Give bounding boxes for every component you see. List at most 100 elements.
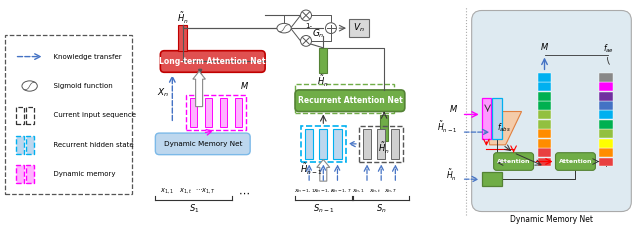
Bar — [220, 98, 227, 127]
Bar — [538, 110, 552, 119]
Text: $\tilde{H}_n$: $\tilde{H}_n$ — [177, 11, 188, 26]
Text: $S_n$: $S_n$ — [376, 202, 387, 215]
FancyBboxPatch shape — [556, 153, 595, 170]
Bar — [600, 73, 613, 82]
Bar — [26, 136, 34, 154]
Text: Current input sequence: Current input sequence — [49, 112, 136, 118]
Bar — [190, 98, 198, 127]
Text: $x_{n-1,t}$: $x_{n-1,t}$ — [312, 187, 333, 195]
Bar — [380, 115, 388, 141]
Bar — [15, 165, 24, 183]
Text: $S_1$: $S_1$ — [189, 202, 199, 215]
Text: Recurrent Attention Net: Recurrent Attention Net — [298, 96, 403, 105]
Bar — [4, 35, 132, 194]
FancyBboxPatch shape — [472, 11, 631, 211]
Text: 1-: 1- — [305, 23, 312, 29]
Bar — [538, 129, 552, 138]
FancyBboxPatch shape — [156, 133, 250, 155]
Text: $\cdots$: $\cdots$ — [238, 188, 250, 198]
Bar — [538, 139, 552, 148]
Text: $x_{n,T}$: $x_{n,T}$ — [384, 187, 397, 195]
Bar — [492, 98, 502, 139]
Bar — [600, 129, 613, 138]
Bar — [538, 101, 552, 110]
Circle shape — [326, 23, 337, 34]
Text: Dynamic memory: Dynamic memory — [49, 171, 115, 177]
Bar — [600, 110, 613, 119]
Text: M: M — [541, 43, 548, 52]
Text: $x_{1,t}$: $x_{1,t}$ — [179, 187, 192, 196]
Bar — [538, 82, 552, 91]
Bar — [538, 120, 552, 129]
Text: $X_n$: $X_n$ — [157, 87, 170, 99]
Text: $G_n$: $G_n$ — [312, 28, 324, 40]
Text: Sigmoid function: Sigmoid function — [49, 83, 113, 89]
Text: $f_{ae}$: $f_{ae}$ — [603, 43, 614, 55]
Text: $x_{n,1}$: $x_{n,1}$ — [352, 187, 365, 195]
Text: Attention: Attention — [559, 159, 592, 164]
Bar — [15, 107, 24, 124]
Text: $f_{abs}$: $f_{abs}$ — [497, 122, 511, 134]
Bar — [205, 98, 212, 127]
Bar — [301, 126, 346, 162]
Bar — [363, 129, 371, 159]
Text: M: M — [241, 83, 248, 92]
Polygon shape — [486, 112, 522, 145]
Bar — [600, 92, 613, 101]
Bar — [377, 129, 385, 159]
Bar — [600, 101, 613, 110]
Bar — [600, 82, 613, 91]
Bar — [600, 148, 613, 157]
Polygon shape — [317, 160, 330, 181]
Text: $x_{n-1,1}$: $x_{n-1,1}$ — [294, 187, 316, 195]
FancyBboxPatch shape — [295, 90, 405, 112]
Text: $\tilde{H}_{n-1}$: $\tilde{H}_{n-1}$ — [300, 162, 323, 177]
Bar — [319, 129, 328, 159]
Text: $\tilde{H}_n$: $\tilde{H}_n$ — [317, 74, 329, 89]
Bar — [538, 158, 552, 166]
Text: $\tilde{H}_n$: $\tilde{H}_n$ — [446, 168, 457, 183]
Bar — [359, 126, 403, 162]
Text: Attention: Attention — [497, 159, 531, 164]
Bar — [482, 98, 491, 139]
Bar — [538, 73, 552, 82]
Bar — [295, 84, 394, 113]
Text: $\tilde{H}_n$: $\tilde{H}_n$ — [378, 141, 390, 156]
Text: $\tilde{H}_{n-1}$: $\tilde{H}_{n-1}$ — [437, 120, 458, 135]
Text: Recurrent hidden state: Recurrent hidden state — [49, 142, 133, 148]
Bar — [319, 48, 327, 73]
Bar — [179, 25, 187, 51]
Bar — [235, 98, 243, 127]
Text: $x_{n-1,T}$: $x_{n-1,T}$ — [330, 187, 352, 195]
Text: M: M — [450, 105, 458, 114]
Bar — [26, 165, 34, 183]
Text: Dynamic Memory Net: Dynamic Memory Net — [163, 141, 242, 147]
Bar — [15, 136, 24, 154]
Polygon shape — [193, 71, 205, 107]
FancyBboxPatch shape — [161, 51, 265, 72]
Bar — [482, 172, 502, 186]
Bar — [26, 107, 34, 124]
Text: $\cdots x_{1,T}$: $\cdots x_{1,T}$ — [195, 187, 216, 196]
Text: $V_n$: $V_n$ — [353, 22, 365, 34]
Bar — [600, 120, 613, 129]
FancyBboxPatch shape — [493, 153, 534, 170]
Bar — [391, 129, 399, 159]
Bar — [186, 95, 246, 130]
Text: Knowledge transfer: Knowledge transfer — [49, 54, 121, 60]
Ellipse shape — [277, 23, 291, 33]
Ellipse shape — [22, 81, 37, 91]
Circle shape — [301, 36, 312, 46]
Text: $S_{n-1}$: $S_{n-1}$ — [312, 202, 334, 215]
Bar — [538, 92, 552, 101]
Bar — [305, 129, 313, 159]
Text: $x_{n,t}$: $x_{n,t}$ — [369, 187, 381, 195]
Text: Long-term Attention Net: Long-term Attention Net — [159, 57, 266, 66]
Bar — [349, 19, 369, 37]
Bar — [333, 129, 342, 159]
Bar — [538, 148, 552, 157]
Text: $x_{1,1}$: $x_{1,1}$ — [161, 187, 174, 196]
Circle shape — [301, 10, 312, 21]
Bar — [600, 139, 613, 148]
Bar — [600, 158, 613, 166]
